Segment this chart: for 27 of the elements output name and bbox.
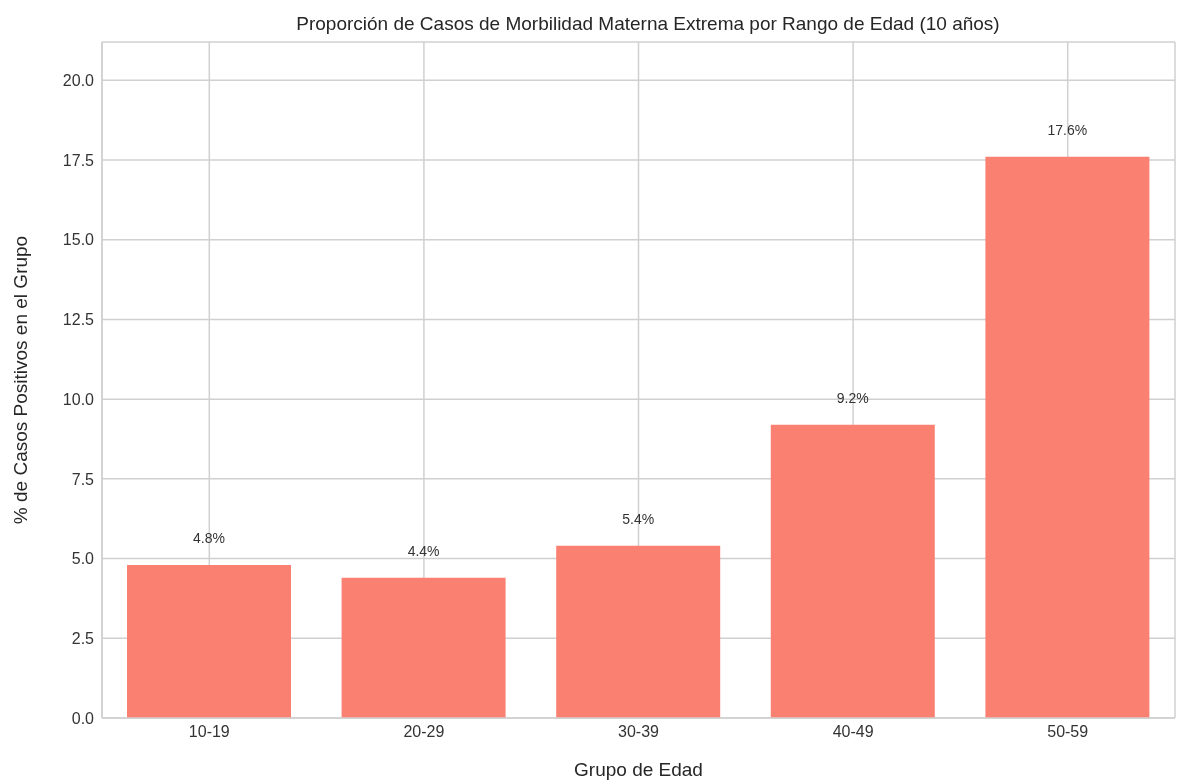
y-tick-label: 7.5 [71,470,95,488]
y-tick-label: 15.0 [62,231,95,249]
y-tick-label: 10.0 [62,390,95,408]
bar [770,424,935,718]
bar [127,564,291,718]
y-axis-title: % de Casos Positivos en el Grupo [9,235,31,525]
x-tick-label: 10-19 [188,723,230,741]
data-label: 17.6% [1047,121,1088,138]
x-tick-label: 50-59 [1047,723,1089,741]
data-label: 4.4% [407,542,440,559]
y-tick-label: 5.0 [71,550,95,568]
chart-title: Proporción de Casos de Morbilidad Materna Extrema por Rango de Edad (10 años) [296,13,1000,34]
y-tick-label: 20.0 [62,71,95,89]
y-tick-label: 0.0 [71,709,95,727]
data-label: 9.2% [836,389,869,406]
x-axis-title: Grupo de Edad [574,759,703,780]
bar [985,156,1150,718]
data-label: 4.8% [193,529,225,546]
y-tick-label: 2.5 [71,629,95,647]
bar [341,577,506,718]
x-tick-label: 40-49 [832,723,874,741]
x-tick-label: 20-29 [403,723,445,741]
y-tick-label: 12.5 [62,311,95,329]
data-label: 5.4% [622,510,655,527]
x-tick-label: 30-39 [618,723,660,741]
bar [556,545,721,718]
y-tick-label: 17.5 [62,151,95,169]
